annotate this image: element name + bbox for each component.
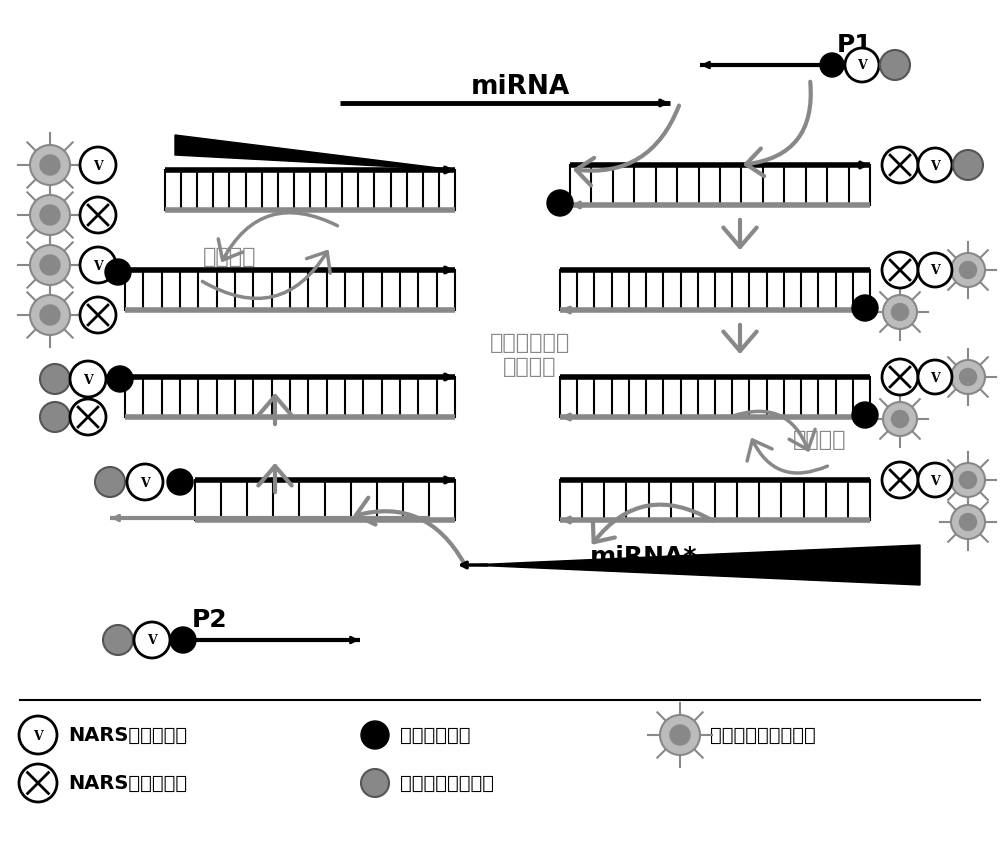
Text: V: V [33, 729, 43, 742]
Circle shape [852, 402, 878, 428]
Text: V: V [857, 60, 867, 73]
Text: V: V [930, 264, 940, 278]
Text: V: V [930, 372, 940, 385]
Circle shape [892, 304, 908, 321]
Circle shape [852, 295, 878, 321]
Circle shape [40, 155, 60, 175]
Circle shape [960, 262, 976, 279]
Text: 指数扩增: 指数扩增 [503, 357, 557, 377]
Circle shape [70, 361, 106, 397]
Text: NARS反义链序列: NARS反义链序列 [68, 774, 187, 793]
Text: V: V [930, 160, 940, 173]
Circle shape [883, 402, 917, 436]
Text: 自主链式循环: 自主链式循环 [490, 333, 570, 353]
Circle shape [918, 463, 952, 497]
Circle shape [882, 147, 918, 183]
Text: 线性扩增: 线性扩增 [203, 247, 257, 267]
Circle shape [951, 505, 985, 539]
Circle shape [40, 402, 70, 432]
Circle shape [918, 148, 952, 182]
Circle shape [892, 410, 908, 428]
Circle shape [134, 622, 170, 658]
Circle shape [547, 190, 573, 216]
Circle shape [103, 625, 133, 655]
Circle shape [883, 295, 917, 329]
Circle shape [30, 295, 70, 335]
Circle shape [960, 369, 976, 386]
Circle shape [845, 48, 879, 82]
Circle shape [30, 145, 70, 185]
Circle shape [40, 205, 60, 225]
Circle shape [80, 147, 116, 183]
Polygon shape [470, 545, 920, 585]
Circle shape [107, 366, 133, 392]
Circle shape [170, 627, 196, 653]
Circle shape [127, 464, 163, 500]
Text: 线性扩增: 线性扩增 [793, 430, 847, 450]
Text: P2: P2 [192, 608, 228, 632]
Circle shape [95, 467, 125, 497]
Circle shape [951, 463, 985, 497]
Circle shape [953, 150, 983, 180]
Text: V: V [93, 160, 103, 173]
Circle shape [70, 399, 106, 435]
Circle shape [80, 247, 116, 283]
Circle shape [19, 716, 57, 754]
Circle shape [40, 305, 60, 325]
Text: V: V [93, 260, 103, 273]
Text: 释放荧光的荧光基团: 释放荧光的荧光基团 [710, 726, 816, 745]
Text: miRNA: miRNA [470, 74, 570, 100]
Circle shape [30, 195, 70, 235]
Polygon shape [175, 135, 455, 170]
Text: miRNA*: miRNA* [590, 545, 698, 569]
Text: P1: P1 [837, 33, 873, 57]
Circle shape [19, 764, 57, 802]
Circle shape [105, 259, 131, 285]
Circle shape [882, 359, 918, 395]
Text: V: V [930, 475, 940, 487]
Circle shape [960, 471, 976, 488]
Circle shape [882, 462, 918, 498]
Circle shape [40, 255, 60, 275]
Circle shape [361, 721, 389, 749]
Circle shape [30, 245, 70, 285]
Text: V: V [147, 634, 157, 647]
Text: 被淤灭的荧光基团: 被淤灭的荧光基团 [400, 774, 494, 793]
Circle shape [918, 360, 952, 394]
Circle shape [820, 53, 844, 77]
Circle shape [80, 297, 116, 333]
Circle shape [670, 725, 690, 745]
Circle shape [361, 769, 389, 797]
Circle shape [951, 253, 985, 287]
Circle shape [880, 50, 910, 80]
Circle shape [918, 253, 952, 287]
Circle shape [951, 360, 985, 394]
Circle shape [80, 197, 116, 233]
Circle shape [660, 715, 700, 755]
Text: NARS正义链序列: NARS正义链序列 [68, 726, 187, 745]
Circle shape [960, 514, 976, 530]
Circle shape [167, 469, 193, 495]
Circle shape [882, 252, 918, 288]
Circle shape [40, 364, 70, 394]
Text: V: V [140, 476, 150, 490]
Text: V: V [83, 374, 93, 386]
Text: 荧光淤灭基团: 荧光淤灭基团 [400, 726, 471, 745]
